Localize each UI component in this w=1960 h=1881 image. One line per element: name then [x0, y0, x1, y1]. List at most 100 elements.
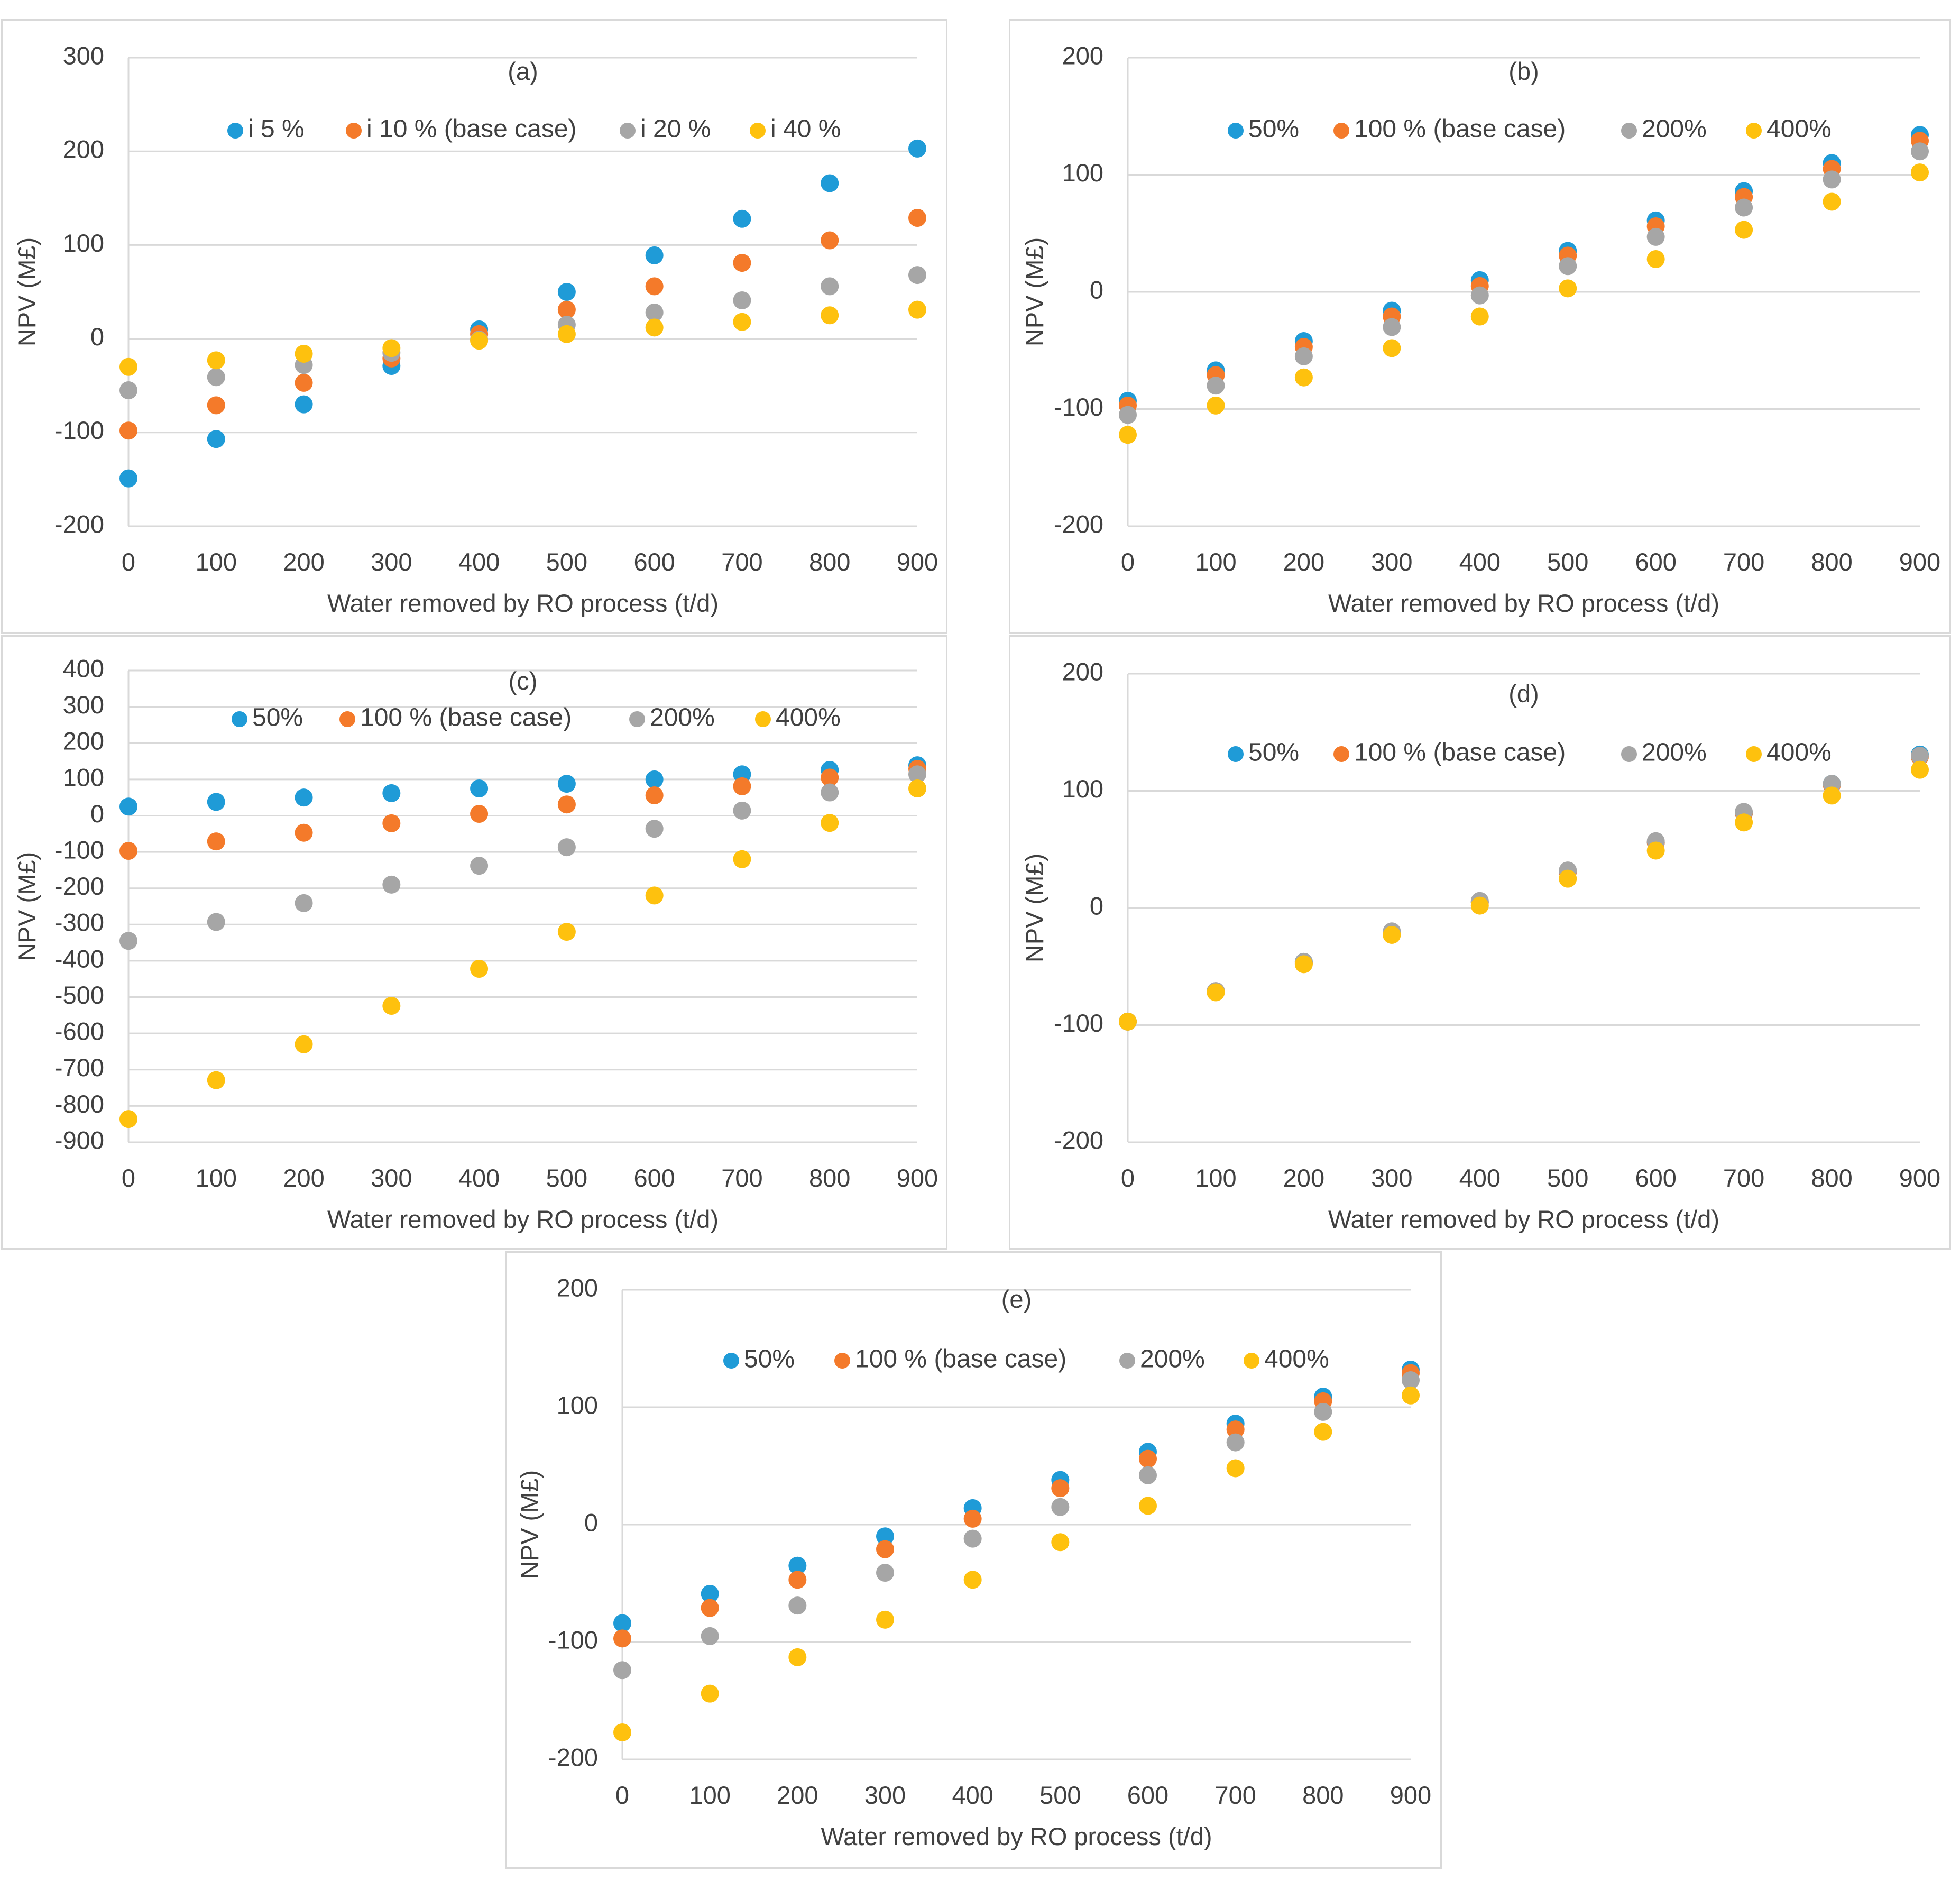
- data-point-e-series-2: [1051, 1479, 1070, 1498]
- panel-title-d: (d): [1508, 680, 1539, 708]
- data-point-c-series-1: [207, 793, 225, 811]
- data-point-b-series-4: [1559, 279, 1577, 298]
- y-tick-label-c: 300: [63, 691, 104, 719]
- y-tick-label-b: 100: [1062, 159, 1103, 187]
- data-point-e-series-2: [963, 1509, 982, 1528]
- x-tick-label-a: 700: [721, 548, 762, 576]
- legend-marker-d-series-4: [1746, 746, 1762, 762]
- y-tick-label-d: 200: [1062, 657, 1103, 685]
- x-tick-label-c: 400: [458, 1164, 500, 1192]
- y-tick-label-c: -400: [54, 944, 104, 972]
- y-tick-label-c: -100: [54, 836, 104, 864]
- data-point-b-series-3: [1383, 318, 1401, 336]
- data-point-e-series-3: [701, 1627, 719, 1645]
- x-tick-label-d: 500: [1547, 1164, 1588, 1192]
- data-point-a-series-2: [645, 277, 664, 296]
- data-point-b-series-4: [1646, 250, 1665, 268]
- data-point-a-series-2: [295, 373, 313, 392]
- data-point-e-series-3: [1314, 1402, 1332, 1421]
- data-point-c-series-1: [470, 779, 489, 797]
- data-point-e-series-1: [876, 1527, 894, 1546]
- chart-svg-b: 200 100 0 -100 -200 0 100 200 300 400 500 600 700 800…: [1020, 41, 1940, 617]
- legend-label-a-series-4: i 40 %: [770, 115, 841, 143]
- data-point-a-series-3: [207, 368, 225, 387]
- legend-label-e-series-3: 200%: [1140, 1345, 1205, 1373]
- legend-marker-a-series-3: [620, 123, 636, 139]
- data-point-a-series-4: [821, 306, 839, 325]
- x-tick-label-c: 100: [196, 1164, 237, 1192]
- data-point-e-series-2: [1226, 1420, 1245, 1439]
- data-point-e-series-4: [1051, 1533, 1070, 1552]
- x-tick-label-e: 900: [1390, 1781, 1431, 1809]
- x-tick-label-d: 100: [1195, 1164, 1236, 1192]
- x-tick-label-c: 700: [721, 1164, 762, 1192]
- legend-label-a-series-1: i 5 %: [248, 115, 305, 143]
- y-tick-label-a: -200: [54, 510, 104, 538]
- data-point-e-series-4: [1226, 1459, 1245, 1478]
- legend-label-b-series-3: 200%: [1642, 115, 1707, 143]
- panel-title-c: (c): [509, 667, 538, 695]
- y-tick-label-c: -900: [54, 1126, 104, 1154]
- panel-title-a: (a): [508, 57, 538, 85]
- data-point-a-series-4: [119, 357, 137, 376]
- data-point-d-series-4: [1823, 786, 1841, 805]
- data-point-c-series-4: [821, 814, 839, 832]
- legend-label-c-series-1: 50%: [252, 704, 303, 732]
- x-tick-label-a: 500: [546, 548, 587, 576]
- data-point-a-series-2: [119, 421, 137, 440]
- data-point-c-series-4: [470, 960, 489, 978]
- y-tick-label-d: -200: [1054, 1126, 1103, 1154]
- data-point-a-series-3: [645, 303, 664, 322]
- data-point-c-series-4: [295, 1035, 313, 1053]
- y-tick-label-e: -100: [548, 1626, 598, 1654]
- legend-label-b-series-1: 50%: [1248, 115, 1299, 143]
- y-tick-label-a: 300: [63, 41, 104, 69]
- legend-marker-e-series-3: [1119, 1353, 1135, 1369]
- data-point-c-series-4: [733, 850, 751, 868]
- legend-marker-e-series-4: [1244, 1353, 1259, 1369]
- data-point-a-series-1: [821, 174, 839, 192]
- data-point-c-series-4: [557, 923, 576, 941]
- data-point-d-series-3: [1911, 747, 1929, 765]
- x-tick-label-e: 300: [864, 1781, 906, 1809]
- data-point-d-series-4: [1559, 869, 1577, 888]
- chart-panel-e: 200 100 0 -100 -200 0 100 200 300 400 500 600 700 800…: [505, 1251, 1442, 1869]
- y-tick-label-d: 100: [1062, 775, 1103, 803]
- data-point-c-series-4: [908, 779, 926, 797]
- data-point-a-series-4: [733, 313, 751, 331]
- legend-label-a-series-3: i 20 %: [640, 115, 711, 143]
- data-point-c-series-3: [733, 801, 751, 820]
- data-point-e-series-3: [613, 1661, 631, 1680]
- data-point-c-series-2: [382, 814, 401, 832]
- x-tick-label-a: 0: [122, 548, 135, 576]
- data-point-a-series-4: [207, 351, 225, 370]
- data-point-e-series-1: [701, 1584, 719, 1603]
- y-tick-label-b: -100: [1054, 393, 1103, 421]
- legend-label-a-series-2: i 10 % (base case): [366, 115, 577, 143]
- data-point-b-series-3: [1735, 198, 1753, 217]
- data-point-b-series-3: [1646, 227, 1665, 246]
- legend-marker-c-series-3: [629, 711, 645, 727]
- data-point-e-series-2: [788, 1571, 807, 1589]
- y-tick-label-c: 400: [63, 654, 104, 682]
- legend-label-e-series-1: 50%: [744, 1345, 795, 1373]
- data-point-a-series-1: [119, 469, 137, 488]
- data-point-c-series-3: [207, 913, 225, 931]
- data-point-b-series-4: [1119, 426, 1137, 444]
- data-point-b-series-4: [1911, 163, 1929, 182]
- x-tick-label-b: 100: [1195, 548, 1236, 576]
- y-axis-title-e: NPV (M£): [516, 1470, 544, 1579]
- data-point-b-series-4: [1735, 221, 1753, 239]
- data-point-d-series-4: [1207, 983, 1225, 1002]
- data-point-c-series-3: [645, 820, 664, 838]
- data-point-b-series-3: [1207, 377, 1225, 395]
- x-tick-label-a: 800: [809, 548, 850, 576]
- x-tick-label-c: 600: [633, 1164, 675, 1192]
- y-tick-label-a: 200: [63, 135, 104, 163]
- legend-marker-a-series-4: [750, 123, 766, 139]
- chart-panel-d: 200 100 0 -100 -200 0 100 200 300 400 500 600 700 800…: [1009, 635, 1951, 1250]
- data-point-b-series-3: [1559, 257, 1577, 276]
- x-tick-label-c: 300: [371, 1164, 412, 1192]
- x-tick-label-a: 400: [458, 548, 500, 576]
- legend-marker-b-series-3: [1621, 123, 1637, 139]
